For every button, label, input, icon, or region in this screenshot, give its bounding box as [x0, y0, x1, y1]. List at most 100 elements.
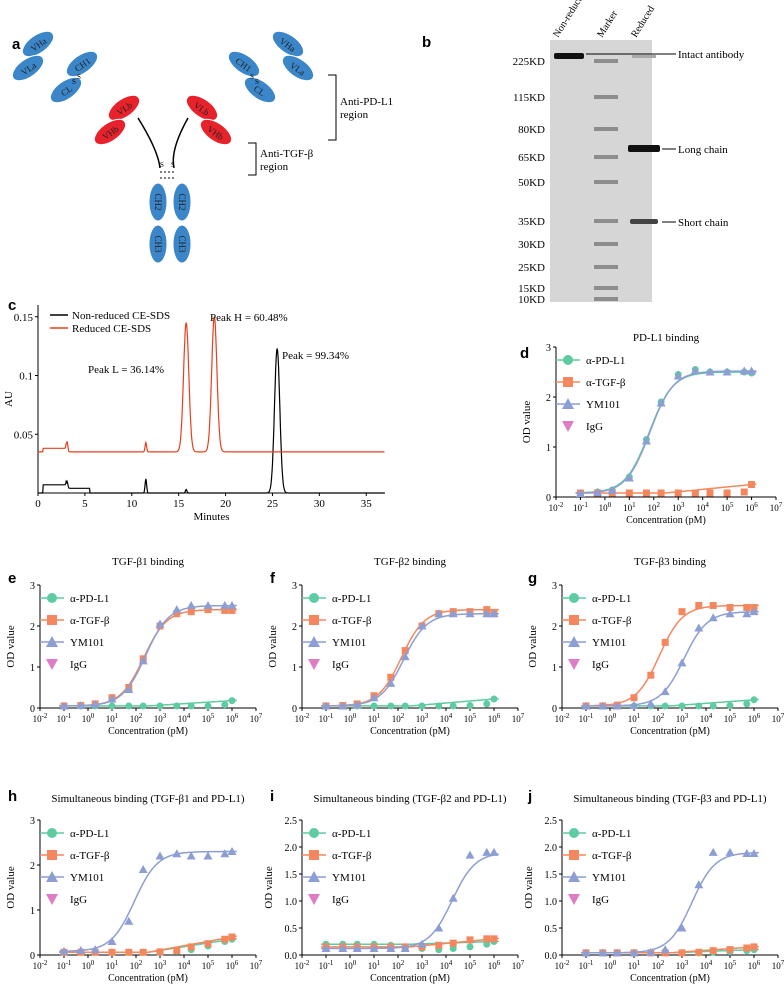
left-vla: [11, 54, 45, 82]
i-xtick-label-5: 103: [416, 959, 429, 971]
d-xtick-label-9: 107: [770, 501, 783, 513]
right-vlb-group: VLb: [185, 94, 219, 122]
d-legend-label-2: YM101: [586, 399, 620, 411]
fc-ch3-right-label: CH3: [177, 235, 187, 253]
marker-label-6: 30KD: [518, 239, 545, 251]
h-legend-label-1: α-TGF-β: [70, 850, 110, 862]
i-point-2-1: [338, 944, 348, 953]
j-legend-label-1: α-TGF-β: [592, 850, 632, 862]
e-xtick-label-4: 102: [130, 712, 143, 724]
j-ytick-label-3: 1.5: [545, 870, 558, 881]
g-point-2-6: [677, 658, 687, 667]
g-ytick-label-1: 1: [552, 663, 557, 674]
i-point-2-10: [482, 847, 492, 856]
h-ytick-label-3: 3: [30, 816, 35, 827]
h-point-1-8: [187, 943, 195, 951]
d-point-1-6: [674, 489, 682, 497]
left-vla-group: VLa: [11, 54, 45, 82]
h-point-2-1: [76, 946, 86, 954]
panel-label-h: h: [8, 788, 18, 805]
h-point-2-10: [220, 849, 230, 858]
label-anti-tgf: Anti-TGF-β: [260, 148, 314, 160]
h-point-1-4: [125, 948, 133, 956]
g-point-0-11: [750, 696, 758, 704]
h-point-2-4: [124, 916, 134, 925]
g-point-0-5: [661, 702, 669, 710]
lane-label-2: Reduced: [629, 4, 657, 40]
d-xtick-label-5: 103: [672, 501, 685, 513]
panel-i: i Simultaneous binding (TGF-β2 and PD-L1…: [262, 760, 524, 985]
band-long-chain: [628, 145, 660, 152]
i-point-0-8: [449, 945, 457, 953]
c-xtick-label-7: 35: [361, 498, 373, 510]
e-xtick-label-3: 101: [106, 712, 119, 724]
panel-h: h Simultaneous binding (TGF-β1 and PD-L1…: [0, 760, 262, 985]
f-legend-label-0: α-PD-L1: [332, 593, 371, 605]
g-ytick-label-2: 2: [552, 622, 557, 633]
e-point-2-10: [220, 601, 230, 609]
e-ytick-label-0: 0: [30, 704, 35, 715]
e-point-2-7: [172, 605, 182, 614]
marker-label-5: 35KD: [518, 216, 545, 228]
d-point-1-5: [657, 489, 665, 497]
band-faint: [632, 55, 656, 58]
e-point-0-7: [173, 702, 181, 710]
f-xtick-label-4: 102: [392, 712, 405, 724]
h-xtick-label-4: 102: [130, 959, 143, 971]
marker-label-3: 65KD: [518, 152, 545, 164]
j-xlabel: Concentration (pM): [630, 973, 710, 984]
e-point-2-1: [76, 701, 86, 710]
hinge-right: [172, 117, 189, 169]
f-legend-label-3: IgG: [332, 659, 349, 671]
f-point-2-10: [482, 609, 492, 618]
j-xtick-label-5: 103: [676, 959, 689, 971]
j-point-2-4: [646, 947, 656, 956]
d-point-2-6: [673, 371, 683, 380]
e-point-1-10: [221, 606, 229, 614]
g-point-2-11: [749, 607, 759, 616]
right-ss2: S: [255, 78, 259, 86]
j-legend-label-2: YM101: [592, 872, 626, 884]
h-point-2-7: [172, 849, 182, 858]
f-xtick-label-7: 105: [464, 712, 477, 724]
d-curve-1: [575, 483, 757, 494]
f-point-2-3: [369, 693, 379, 702]
d-xtick-label-3: 101: [623, 501, 636, 513]
f-point-0-11: [490, 695, 498, 703]
e-title: TGF-β1 binding: [112, 556, 184, 568]
f-legend-marker-3: [308, 659, 320, 670]
j-point-2-7: [694, 880, 704, 889]
c-ytick-label-0: 0.05: [14, 429, 34, 441]
d-point-2-3: [624, 473, 634, 482]
e-ytick-label-2: 2: [30, 622, 35, 633]
i-title: Simultaneous binding (TGF-β2 and PD-L1): [313, 793, 507, 805]
e-point-1-9: [204, 606, 212, 614]
h-point-2-11: [227, 847, 237, 855]
g-point-0-9: [726, 702, 734, 710]
panel-c: c 0 5 10 15 20 25 30 35 0.05 0.1 0.15 Minutes AU Non-…: [0, 295, 400, 535]
f-point-0-9: [466, 702, 474, 710]
e-legend-label-2: YM101: [70, 637, 104, 649]
right-ss1: S: [250, 73, 254, 81]
panel-label-f: f: [270, 570, 275, 587]
i-point-2-5: [400, 944, 410, 953]
panel-g: g TGF-β3 binding 10-2 10-1 100 101 102 103 104 1…: [522, 540, 784, 740]
left-ss2: S: [72, 78, 76, 86]
j-xtick-label-2: 100: [604, 959, 617, 971]
c-ytick-label-2: 0.15: [14, 312, 34, 324]
g-ytick-label-3: 3: [552, 581, 557, 592]
g-xtick-label-7: 105: [724, 712, 737, 724]
f-point-2-5: [400, 652, 410, 661]
right-ch1-group: CH1: [227, 50, 261, 78]
i-xtick-label-4: 102: [392, 959, 405, 971]
h-point-1-9: [204, 940, 212, 948]
g-xtick-label-4: 102: [652, 712, 665, 724]
f-ytick-label-1: 1: [292, 663, 297, 674]
i-legend-label-2: YM101: [332, 872, 366, 884]
g-point-1-9: [726, 604, 734, 612]
g-point-1-5: [661, 638, 669, 646]
g-point-2-2: [612, 701, 622, 710]
f-point-0-8: [449, 702, 457, 710]
